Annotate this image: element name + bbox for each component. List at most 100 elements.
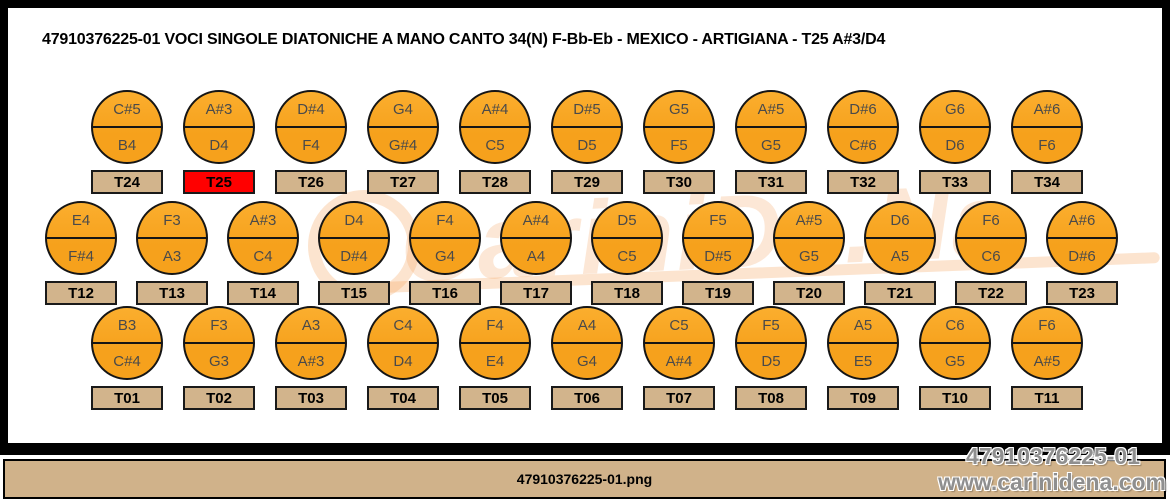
key-button-T07[interactable]: C5 A#4 bbox=[643, 306, 715, 380]
note-top: A#3 bbox=[249, 211, 277, 229]
divider-line bbox=[775, 237, 843, 239]
note-bottom: C#6 bbox=[849, 136, 877, 154]
key-label-T03: T03 bbox=[275, 386, 347, 410]
key-label-T24: T24 bbox=[91, 170, 163, 194]
key-cell-T07: C5 A#4 T07 bbox=[642, 306, 716, 410]
key-cell-T13: F3 A3 T13 bbox=[135, 201, 209, 305]
key-button-T25[interactable]: A#3 D4 bbox=[183, 90, 255, 164]
note-bottom: F5 bbox=[670, 136, 688, 154]
key-button-T18[interactable]: D5 C5 bbox=[591, 201, 663, 275]
key-cell-T26: D#4 F4 T26 bbox=[274, 90, 348, 194]
key-cell-T11: F6 A#5 T11 bbox=[1010, 306, 1084, 410]
note-top: D5 bbox=[617, 211, 637, 229]
key-button-T29[interactable]: D#5 D5 bbox=[551, 90, 623, 164]
key-cell-T20: A#5 G5 T20 bbox=[772, 201, 846, 305]
key-button-T01[interactable]: B3 C#4 bbox=[91, 306, 163, 380]
note-bottom: A#3 bbox=[297, 352, 325, 370]
key-cell-T14: A#3 C4 T14 bbox=[226, 201, 300, 305]
key-button-T03[interactable]: A3 A#3 bbox=[275, 306, 347, 380]
note-bottom: D6 bbox=[945, 136, 965, 154]
divider-line bbox=[593, 237, 661, 239]
note-top: F4 bbox=[486, 316, 504, 334]
key-button-T02[interactable]: F3 G3 bbox=[183, 306, 255, 380]
note-top: A#5 bbox=[795, 211, 823, 229]
key-button-T15[interactable]: D4 D#4 bbox=[318, 201, 390, 275]
key-button-T19[interactable]: F5 D#5 bbox=[682, 201, 754, 275]
note-bottom: C#4 bbox=[113, 352, 141, 370]
key-label-T34: T34 bbox=[1011, 170, 1083, 194]
divider-line bbox=[411, 237, 479, 239]
key-cell-T32: D#6 C#6 T32 bbox=[826, 90, 900, 194]
note-top: D#5 bbox=[573, 100, 601, 118]
note-bottom: F6 bbox=[1038, 136, 1056, 154]
key-cell-T12: E4 F#4 T12 bbox=[44, 201, 118, 305]
key-cell-T25: A#3 D4 T25 bbox=[182, 90, 256, 194]
key-button-T05[interactable]: F4 E4 bbox=[459, 306, 531, 380]
key-cell-T17: A#4 A4 T17 bbox=[499, 201, 573, 305]
key-button-T08[interactable]: F5 D5 bbox=[735, 306, 807, 380]
key-label-T06: T06 bbox=[551, 386, 623, 410]
divider-line bbox=[93, 342, 161, 344]
key-cell-T31: A#5 G5 T31 bbox=[734, 90, 808, 194]
key-button-T11[interactable]: F6 A#5 bbox=[1011, 306, 1083, 380]
divider-line bbox=[957, 237, 1025, 239]
note-bottom: D#5 bbox=[704, 247, 732, 265]
key-label-T09: T09 bbox=[827, 386, 899, 410]
note-top: A#6 bbox=[1068, 211, 1096, 229]
key-button-T13[interactable]: F3 A3 bbox=[136, 201, 208, 275]
key-cell-T24: C#5 B4 T24 bbox=[90, 90, 164, 194]
key-label-T02: T02 bbox=[183, 386, 255, 410]
note-top: D4 bbox=[344, 211, 364, 229]
key-cell-T02: F3 G3 T02 bbox=[182, 306, 256, 410]
note-bottom: G3 bbox=[208, 352, 229, 370]
key-button-T20[interactable]: A#5 G5 bbox=[773, 201, 845, 275]
divider-line bbox=[369, 342, 437, 344]
key-button-T30[interactable]: G5 F5 bbox=[643, 90, 715, 164]
divider-line bbox=[737, 342, 805, 344]
key-label-T33: T33 bbox=[919, 170, 991, 194]
key-button-T27[interactable]: G4 G#4 bbox=[367, 90, 439, 164]
note-top: F4 bbox=[436, 211, 454, 229]
note-bottom: G4 bbox=[576, 352, 597, 370]
divider-line bbox=[320, 237, 388, 239]
key-label-T16: T16 bbox=[409, 281, 481, 305]
key-button-T33[interactable]: G6 D6 bbox=[919, 90, 991, 164]
key-button-T21[interactable]: D6 A5 bbox=[864, 201, 936, 275]
key-button-T26[interactable]: D#4 F4 bbox=[275, 90, 347, 164]
note-top: G6 bbox=[944, 100, 965, 118]
key-button-T06[interactable]: A4 G4 bbox=[551, 306, 623, 380]
divider-line bbox=[645, 126, 713, 128]
note-top: A#5 bbox=[757, 100, 785, 118]
key-button-T28[interactable]: A#4 C5 bbox=[459, 90, 531, 164]
key-label-T10: T10 bbox=[919, 386, 991, 410]
key-button-T22[interactable]: F6 C6 bbox=[955, 201, 1027, 275]
key-button-T04[interactable]: C4 D4 bbox=[367, 306, 439, 380]
key-button-T17[interactable]: A#4 A4 bbox=[500, 201, 572, 275]
note-bottom: G4 bbox=[434, 247, 455, 265]
divider-line bbox=[553, 342, 621, 344]
divider-line bbox=[684, 237, 752, 239]
divider-line bbox=[502, 237, 570, 239]
key-button-T14[interactable]: A#3 C4 bbox=[227, 201, 299, 275]
key-row-bottom: B3 C#4 T01 F3 G3 T02 A3 A#3 T03 C4 D4 T04 F4 E4 T05 A4 G… bbox=[90, 306, 1084, 410]
note-top: C4 bbox=[393, 316, 413, 334]
key-button-T32[interactable]: D#6 C#6 bbox=[827, 90, 899, 164]
key-button-T16[interactable]: F4 G4 bbox=[409, 201, 481, 275]
key-button-T24[interactable]: C#5 B4 bbox=[91, 90, 163, 164]
note-top: A3 bbox=[301, 316, 321, 334]
note-top: G4 bbox=[392, 100, 413, 118]
note-top: F6 bbox=[1038, 316, 1056, 334]
divider-line bbox=[461, 342, 529, 344]
divider-line bbox=[737, 126, 805, 128]
key-button-T09[interactable]: A5 E5 bbox=[827, 306, 899, 380]
key-button-T34[interactable]: A#6 F6 bbox=[1011, 90, 1083, 164]
key-label-T15: T15 bbox=[318, 281, 390, 305]
key-button-T23[interactable]: A#6 D#6 bbox=[1046, 201, 1118, 275]
note-top: F6 bbox=[982, 211, 1000, 229]
note-bottom: C5 bbox=[485, 136, 505, 154]
key-button-T12[interactable]: E4 F#4 bbox=[45, 201, 117, 275]
key-button-T10[interactable]: C6 G5 bbox=[919, 306, 991, 380]
note-bottom: A#4 bbox=[665, 352, 693, 370]
key-button-T31[interactable]: A#5 G5 bbox=[735, 90, 807, 164]
divider-line bbox=[866, 237, 934, 239]
